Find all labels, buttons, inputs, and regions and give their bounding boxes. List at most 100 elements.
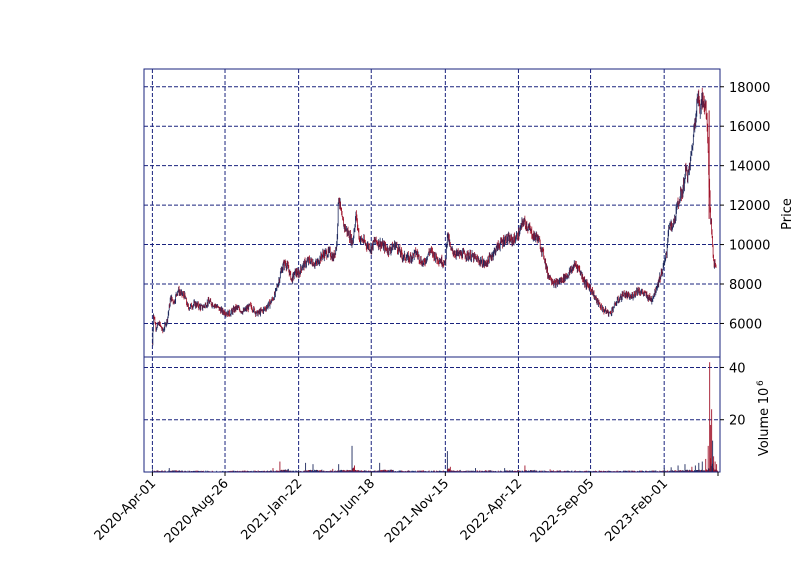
- volume-bar: [383, 469, 385, 472]
- volume-bar: [386, 470, 388, 472]
- volume-bar: [574, 470, 576, 472]
- volume-bar: [531, 470, 533, 472]
- volume-bar: [272, 468, 274, 472]
- x-tick-label: 2021-Jan-22: [238, 476, 305, 543]
- volume-bar: [428, 470, 430, 472]
- volume-bar: [389, 470, 391, 472]
- volume-bar: [381, 469, 383, 472]
- volume-bar: [316, 469, 317, 472]
- volume-bar: [177, 470, 179, 472]
- volume-bar: [299, 470, 301, 472]
- volume-bar: [350, 470, 351, 472]
- volume-bar: [579, 470, 581, 472]
- volume-bar: [452, 470, 454, 472]
- volume-bar: [314, 469, 315, 472]
- volume-bar: [653, 470, 655, 472]
- volume-bar: [192, 470, 194, 472]
- volume-bar: [292, 470, 294, 472]
- volume-bar: [717, 470, 719, 472]
- volume-bar: [622, 470, 624, 472]
- volume-bar: [700, 470, 702, 472]
- volume-bar: [705, 458, 707, 472]
- volume-bar: [172, 470, 174, 472]
- volume-bar: [523, 470, 525, 472]
- volume-bar: [315, 470, 316, 472]
- volume-bar: [263, 470, 265, 472]
- volume-bar: [305, 462, 307, 472]
- volume-bar: [698, 469, 700, 472]
- volume-bar: [422, 470, 424, 472]
- volume-bar: [305, 470, 307, 472]
- volume-bar: [524, 465, 526, 472]
- volume-bar: [254, 470, 256, 472]
- volume-bar: [468, 470, 470, 472]
- volume-bar: [380, 470, 382, 472]
- volume-bar: [404, 470, 406, 472]
- volume-bar: [261, 470, 263, 472]
- volume-bar: [712, 467, 714, 472]
- volume-bar: [288, 470, 290, 472]
- volume-bar: [393, 470, 394, 472]
- volume-bar: [295, 470, 297, 472]
- volume-bar: [693, 470, 695, 472]
- volume-bar: [276, 470, 278, 472]
- volume-bar: [685, 469, 686, 472]
- volume-bar: [178, 470, 180, 472]
- volume-bar: [334, 470, 336, 472]
- price-candles: [151, 87, 717, 346]
- volume-bar: [535, 470, 537, 472]
- volume-bar: [603, 470, 605, 472]
- volume-bar: [311, 470, 313, 472]
- volume-bar: [694, 470, 696, 472]
- volume-bar: [318, 470, 320, 472]
- volume-bar: [339, 470, 341, 472]
- volume-bar: [295, 470, 297, 472]
- volume-bar: [156, 470, 158, 472]
- volume-bar: [454, 470, 456, 472]
- volume-bar: [304, 470, 306, 472]
- volume-bar: [631, 470, 633, 472]
- volume-bar: [595, 470, 597, 472]
- volume-bar: [702, 470, 704, 472]
- volume-bar: [184, 470, 186, 472]
- volume-bar: [161, 470, 163, 472]
- volume-bar: [664, 470, 666, 472]
- volume-bar: [373, 470, 375, 472]
- volume-bar: [687, 470, 689, 472]
- volume-bar: [291, 470, 293, 472]
- volume-bar: [175, 470, 177, 472]
- volume-bar: [406, 470, 408, 472]
- volume-bar: [349, 470, 351, 472]
- volume-bar: [378, 470, 380, 472]
- volume-bar: [412, 470, 414, 472]
- volume-bar: [176, 470, 178, 472]
- volume-bar: [222, 470, 224, 472]
- volume-bar: [453, 470, 455, 472]
- volume-bar: [688, 469, 690, 472]
- volume-bar: [241, 470, 243, 472]
- volume-bar: [524, 470, 526, 472]
- volume-bar: [660, 470, 662, 472]
- volume-bar: [459, 469, 461, 472]
- volume-bar: [698, 462, 700, 472]
- volume-bar: [164, 470, 166, 472]
- volume-bar: [686, 470, 688, 472]
- volume-bar: [431, 470, 433, 472]
- volume-bar: [465, 470, 467, 472]
- volume-bar: [180, 470, 182, 472]
- volume-bar: [696, 470, 698, 472]
- volume-bar: [181, 470, 183, 472]
- volume-bar: [495, 470, 497, 472]
- volume-bar: [244, 470, 246, 472]
- volume-bar: [407, 470, 409, 472]
- volume-bar: [331, 470, 333, 472]
- volume-bar: [385, 469, 387, 472]
- x-axis-ticks: 2020-Apr-01 2020-Aug-26 2021-Jan-22 2021-Ju…: [92, 472, 719, 546]
- volume-bar: [567, 470, 569, 472]
- volume-bar: [538, 470, 540, 472]
- volume-bar: [173, 470, 175, 472]
- volume-bar: [348, 470, 350, 472]
- volume-bar: [651, 470, 653, 472]
- volume-bar: [551, 470, 553, 472]
